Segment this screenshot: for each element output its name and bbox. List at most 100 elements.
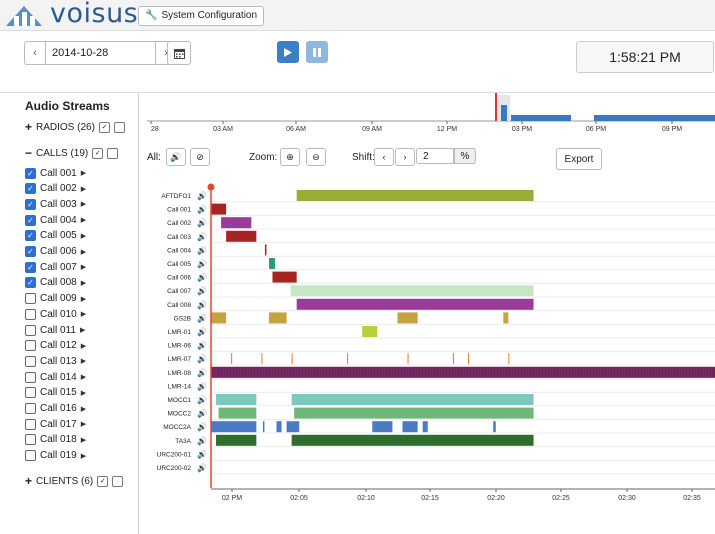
all-volume-button[interactable]: 🔊 — [166, 148, 186, 166]
audio-segment[interactable] — [294, 407, 534, 419]
speaker-icon[interactable]: 🔊 — [197, 272, 207, 282]
call-item[interactable]: Call 019 ▶ — [25, 449, 86, 463]
speaker-icon[interactable]: 🔊 — [197, 463, 207, 473]
call-item[interactable]: ✓ Call 005 ▶ — [25, 229, 86, 243]
zoom-out-button[interactable]: ⊖ — [306, 148, 326, 166]
call-item[interactable]: Call 010 ▶ — [25, 307, 86, 321]
calls-select-none-checkbox[interactable] — [107, 147, 119, 159]
zoom-in-button[interactable]: ⊕ — [280, 148, 300, 166]
call-item[interactable]: Call 017 ▶ — [25, 417, 86, 431]
audio-segment[interactable] — [372, 421, 393, 433]
call-checkbox[interactable] — [25, 450, 36, 462]
speaker-icon[interactable]: 🔊 — [197, 354, 207, 364]
radios-select-none-checkbox[interactable] — [113, 121, 125, 133]
clients-select-none-checkbox[interactable] — [112, 475, 124, 487]
radios-group[interactable]: + RADIOS (26) ✓ — [25, 120, 125, 134]
speaker-icon[interactable]: 🔊 — [197, 395, 207, 405]
call-checkbox[interactable] — [25, 418, 36, 430]
speaker-icon[interactable]: 🔊 — [197, 313, 207, 323]
expand-clients-icon[interactable]: + — [25, 474, 33, 488]
overview-timeline[interactable]: 28 03 AM 06 AM 09 AM 12 PM 03 PM 06 PM 09 PM — [139, 93, 715, 135]
clients-select-all-checkbox[interactable]: ✓ — [97, 475, 109, 487]
audio-segment[interactable] — [397, 312, 418, 324]
date-input[interactable]: 2014-10-28 — [52, 47, 109, 59]
audio-segment[interactable] — [402, 421, 418, 433]
speaker-icon[interactable]: 🔊 — [197, 218, 207, 228]
speaker-icon[interactable]: 🔊 — [197, 340, 207, 350]
expand-radios-icon[interactable]: + — [25, 120, 33, 134]
next-date-button[interactable]: › — [155, 42, 176, 64]
speaker-icon[interactable]: 🔊 — [197, 367, 207, 377]
call-checkbox[interactable] — [25, 293, 36, 305]
speaker-icon[interactable]: 🔊 — [197, 422, 207, 432]
caret-right-icon[interactable]: ▶ — [79, 327, 86, 334]
audio-segment[interactable] — [261, 353, 263, 365]
speaker-icon[interactable]: 🔊 — [197, 408, 207, 418]
call-checkbox[interactable] — [25, 308, 36, 320]
call-checkbox[interactable]: ✓ — [25, 261, 36, 273]
call-checkbox[interactable] — [25, 340, 36, 352]
audio-segment[interactable] — [452, 353, 454, 365]
caret-right-icon[interactable]: ▶ — [80, 248, 87, 256]
shift-right-button[interactable]: › — [395, 148, 415, 166]
audio-segment[interactable] — [211, 312, 227, 324]
audio-segment[interactable] — [290, 285, 534, 297]
calls-group[interactable]: − CALLS (19) ✓ — [25, 146, 119, 160]
speaker-icon[interactable]: 🔊 — [197, 231, 207, 241]
caret-right-icon[interactable]: ▶ — [80, 185, 87, 193]
calendar-button[interactable] — [167, 41, 191, 65]
audio-segment[interactable] — [231, 353, 233, 365]
speaker-icon[interactable]: 🔊 — [197, 449, 207, 459]
all-mute-button[interactable]: ⊘ — [190, 148, 210, 166]
call-checkbox[interactable] — [25, 324, 36, 336]
audio-segment[interactable] — [296, 190, 534, 201]
call-item[interactable]: Call 013 ▶ — [25, 354, 86, 368]
caret-right-icon[interactable]: ▶ — [80, 311, 87, 319]
audio-segment[interactable] — [268, 258, 276, 269]
system-configuration-button[interactable]: 🔧 System Configuration — [138, 6, 265, 26]
prev-date-button[interactable]: ‹ — [25, 42, 46, 64]
call-checkbox[interactable]: ✓ — [25, 277, 36, 289]
call-item[interactable]: ✓ Call 001 ▶ — [25, 166, 86, 180]
audio-segment[interactable] — [262, 421, 265, 433]
audio-segment[interactable] — [362, 326, 378, 337]
call-item[interactable]: Call 011 ▶ — [25, 323, 85, 337]
audio-segment[interactable] — [218, 407, 257, 419]
call-checkbox[interactable] — [25, 403, 36, 414]
speaker-icon[interactable]: 🔊 — [197, 191, 207, 201]
caret-right-icon[interactable]: ▶ — [80, 389, 87, 397]
caret-right-icon[interactable]: ▶ — [80, 374, 87, 382]
play-button[interactable] — [277, 41, 299, 63]
caret-right-icon[interactable]: ▶ — [80, 405, 87, 413]
audio-segment[interactable] — [291, 434, 534, 446]
audio-timeline[interactable]: AFTDFO1 🔊 Call 001 🔊 Call 002 🔊 Call 003 🔊 Call … — [139, 183, 715, 534]
speaker-icon[interactable]: 🔊 — [197, 259, 207, 269]
caret-right-icon[interactable]: ▶ — [80, 342, 87, 350]
call-checkbox[interactable] — [25, 371, 36, 383]
call-checkbox[interactable]: ✓ — [25, 214, 36, 226]
audio-segment[interactable] — [503, 312, 509, 324]
caret-right-icon[interactable]: ▶ — [80, 421, 87, 429]
speaker-icon[interactable]: 🔊 — [197, 245, 207, 255]
caret-right-icon[interactable]: ▶ — [80, 264, 87, 272]
audio-segment[interactable] — [221, 217, 252, 229]
current-time-handle[interactable] — [207, 183, 215, 191]
caret-right-icon[interactable]: ▶ — [80, 279, 87, 287]
caret-right-icon[interactable]: ▶ — [80, 436, 87, 444]
call-item[interactable]: ✓ Call 006 ▶ — [25, 245, 86, 259]
caret-right-icon[interactable]: ▶ — [80, 452, 87, 460]
audio-segment[interactable] — [291, 353, 293, 365]
caret-right-icon[interactable]: ▶ — [80, 217, 87, 225]
call-checkbox[interactable] — [25, 387, 36, 399]
pause-button[interactable] — [306, 41, 328, 63]
shift-input[interactable]: 2 — [416, 148, 454, 164]
export-button[interactable]: Export — [556, 148, 602, 170]
audio-segment[interactable] — [211, 203, 227, 215]
audio-segment[interactable] — [508, 353, 510, 365]
call-checkbox[interactable] — [25, 355, 36, 367]
audio-segment[interactable] — [264, 244, 267, 256]
speaker-icon[interactable]: 🔊 — [197, 381, 207, 391]
clients-group[interactable]: + CLIENTS (6) ✓ — [25, 474, 124, 488]
call-item[interactable]: ✓ Call 008 ▶ — [25, 276, 86, 290]
speaker-icon[interactable]: 🔊 — [197, 286, 207, 296]
